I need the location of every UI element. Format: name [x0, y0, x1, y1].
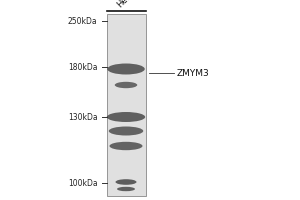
- Bar: [106, 14, 146, 196]
- Ellipse shape: [117, 187, 135, 191]
- Ellipse shape: [107, 64, 145, 74]
- Text: HeLa: HeLa: [115, 0, 137, 9]
- Ellipse shape: [110, 142, 142, 150]
- Ellipse shape: [107, 112, 145, 122]
- Text: 130kDa: 130kDa: [68, 112, 98, 121]
- Text: 100kDa: 100kDa: [68, 178, 98, 188]
- Text: 250kDa: 250kDa: [68, 17, 98, 25]
- Text: ZMYM3: ZMYM3: [177, 68, 210, 77]
- Text: 180kDa: 180kDa: [68, 62, 98, 72]
- Ellipse shape: [116, 179, 136, 185]
- Ellipse shape: [115, 82, 137, 88]
- Ellipse shape: [109, 127, 143, 136]
